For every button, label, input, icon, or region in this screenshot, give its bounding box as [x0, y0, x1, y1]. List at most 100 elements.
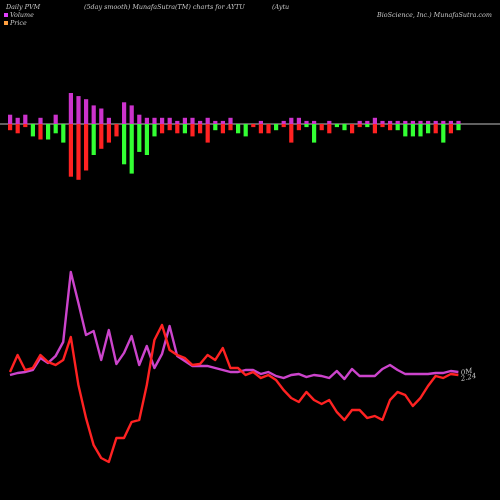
- price-end-label: 2.24: [459, 372, 477, 383]
- volume-bar: [289, 117, 294, 124]
- price-line: [8, 323, 459, 464]
- pvm-bar: [167, 124, 172, 131]
- legend-volume-label: Volume: [10, 11, 34, 19]
- volume-bar: [76, 96, 81, 124]
- volume-bar: [456, 120, 461, 124]
- volume-bar: [129, 105, 134, 124]
- pvm-bar: [23, 124, 28, 128]
- pvm-bar: [372, 124, 377, 134]
- legend-volume-swatch: [4, 13, 8, 17]
- volume-bar: [296, 117, 301, 124]
- volume-bar: [410, 120, 415, 124]
- volume-bar: [175, 120, 180, 124]
- pvm-bar: [91, 124, 96, 155]
- pvm-bar: [456, 124, 461, 131]
- pvm-bar: [160, 124, 165, 134]
- volume-bar: [304, 120, 309, 124]
- pvm-bar: [418, 124, 423, 137]
- pvm-bar: [152, 124, 157, 137]
- volume-bar: [433, 120, 438, 124]
- volume-bar: [205, 117, 210, 124]
- volume-bar: [68, 93, 73, 124]
- pvm-bar: [281, 124, 286, 128]
- volume-line: [9, 270, 459, 381]
- pvm-bar: [258, 124, 263, 134]
- pvm-bar: [106, 124, 111, 143]
- volume-bar: [327, 120, 332, 124]
- volume-bar: [365, 120, 370, 124]
- company-name-part1: (Aytu: [272, 3, 290, 11]
- pvm-bar: [319, 124, 324, 131]
- volume-bar: [213, 120, 218, 124]
- volume-bar: [426, 120, 431, 124]
- volume-bar: [182, 117, 187, 124]
- volume-bar: [137, 114, 142, 124]
- pvm-bar: [53, 124, 58, 134]
- pvm-bar: [441, 124, 446, 143]
- pvm-bar: [357, 124, 362, 128]
- pvm-bar: [205, 124, 210, 143]
- pvm-bar: [236, 124, 241, 134]
- volume-bar: [281, 120, 286, 124]
- company-name-part2: BioScience, Inc.) MunafaSutra.com: [377, 11, 492, 19]
- volume-bar: [23, 114, 28, 124]
- pvm-bar: [38, 124, 43, 140]
- volume-bar: [198, 120, 203, 124]
- pvm-bar: [198, 124, 203, 134]
- pvm-bar: [228, 124, 233, 131]
- volume-bar: [99, 108, 104, 124]
- pvm-bar: [266, 124, 271, 134]
- pvm-bar: [388, 124, 393, 131]
- volume-bar: [53, 114, 58, 124]
- pvm-bar: [403, 124, 408, 137]
- pvm-bar: [68, 124, 73, 177]
- pvm-bar: [289, 124, 294, 143]
- pvm-bar: [122, 124, 127, 165]
- volume-bar: [106, 117, 111, 124]
- pvm-bar: [220, 124, 225, 134]
- volume-bar: [357, 120, 362, 124]
- volume-bar: [160, 117, 165, 124]
- legend-price-swatch: [4, 21, 8, 25]
- pvm-bar: [99, 124, 104, 149]
- volume-bar: [388, 120, 393, 124]
- pvm-bar: [327, 124, 332, 134]
- volume-bar: [228, 117, 233, 124]
- pvm-bar: [251, 124, 256, 128]
- volume-bar: [84, 99, 89, 124]
- pvm-bar: [15, 124, 20, 134]
- pvm-bar: [296, 124, 301, 131]
- pvm-bar: [395, 124, 400, 131]
- volume-bar: [167, 117, 172, 124]
- pvm-bar: [129, 124, 134, 174]
- volume-bar: [372, 117, 377, 124]
- pvm-bar: [304, 124, 309, 128]
- volume-bar: [418, 120, 423, 124]
- pvm-bar: [182, 124, 187, 134]
- pvm-bar: [137, 124, 142, 152]
- volume-bar: [144, 117, 149, 124]
- volume-bar: [15, 117, 20, 124]
- pvm-bar: [334, 124, 339, 128]
- volume-bar: [441, 120, 446, 124]
- pvm-bar: [410, 124, 415, 137]
- pvm-bar: [76, 124, 81, 180]
- volume-bar: [152, 117, 157, 124]
- volume-bar: [220, 120, 225, 124]
- pvm-bar: [114, 124, 119, 137]
- pvm-bar: [30, 124, 35, 137]
- pvm-bar: [175, 124, 180, 134]
- pvm-bar: [342, 124, 347, 131]
- pvm-bar: [84, 124, 89, 171]
- pvm-bar: [426, 124, 431, 134]
- pvm-bar: [61, 124, 66, 143]
- legend-price: Price: [4, 19, 27, 27]
- volume-bar: [190, 117, 195, 124]
- pvm-bar: [144, 124, 149, 155]
- pvm-bar: [350, 124, 355, 134]
- volume-bar: [258, 120, 263, 124]
- volume-bar: [8, 114, 13, 124]
- pvm-bar: [46, 124, 51, 140]
